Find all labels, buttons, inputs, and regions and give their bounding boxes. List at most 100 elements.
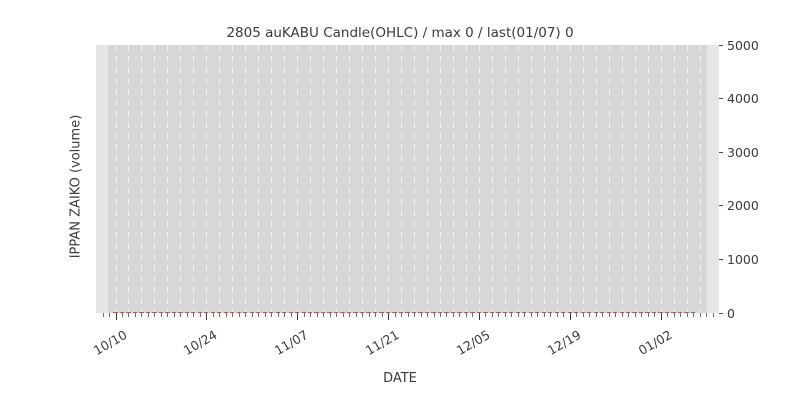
gridline: [245, 45, 247, 313]
gridline: [530, 45, 532, 313]
data-point: [243, 312, 248, 313]
x-tick-minor: [407, 313, 409, 317]
x-tick-minor: [394, 313, 396, 317]
data-point: [664, 312, 670, 313]
data-point: [236, 312, 241, 313]
gridline: [388, 45, 389, 313]
x-tick-minor: [504, 313, 506, 317]
gridline: [634, 45, 636, 313]
x-axis-title: DATE: [383, 371, 417, 386]
x-tick-minor: [712, 313, 714, 317]
gridline: [180, 45, 182, 313]
x-tick-minor: [264, 313, 266, 317]
x-axis-ticks: [96, 313, 719, 323]
x-tick-minor: [439, 313, 441, 317]
data-point: [424, 312, 430, 313]
gridline: [660, 45, 662, 313]
x-tick-minor: [459, 313, 461, 317]
x-tick-minor: [219, 313, 221, 317]
data-point: [437, 312, 443, 313]
data-point: [171, 312, 177, 313]
x-tick-minor: [634, 313, 636, 317]
gridlines: [96, 45, 719, 313]
gridline: [621, 45, 623, 313]
gridline: [686, 45, 688, 313]
x-tick-minor: [316, 313, 318, 317]
data-point: [651, 312, 657, 313]
data-point: [366, 312, 371, 313]
data-point: [230, 312, 235, 313]
x-tick-label: 11/07: [271, 327, 311, 359]
data-point: [476, 312, 482, 313]
x-tick-minor: [667, 313, 669, 317]
x-tick-minor: [446, 313, 448, 317]
data-point: [470, 312, 475, 313]
x-tick-minor: [673, 313, 675, 317]
data-point: [223, 312, 228, 313]
data-point: [587, 312, 592, 313]
data-point: [158, 312, 164, 313]
x-tick-major: [388, 313, 389, 320]
data-point: [184, 312, 190, 313]
x-tick-label: 10/24: [181, 327, 220, 359]
gridline: [608, 45, 610, 313]
data-point: [204, 312, 209, 313]
data-point: [684, 312, 689, 313]
x-tick-minor: [641, 313, 643, 317]
data-point: [548, 312, 553, 313]
x-tick-minor: [420, 313, 422, 317]
x-tick-minor: [628, 313, 630, 317]
data-point: [502, 312, 507, 313]
x-tick-minor: [498, 313, 500, 317]
gridline: [556, 45, 558, 313]
data-point: [554, 312, 559, 313]
data-point: [139, 312, 144, 313]
x-tick-minor: [427, 313, 428, 317]
x-tick-label: 11/21: [362, 327, 402, 359]
data-point: [528, 312, 533, 313]
gridline: [478, 45, 480, 313]
data-point: [463, 312, 469, 313]
gridline: [427, 45, 428, 313]
plot-right-margin-band: [707, 45, 719, 313]
data-point: [405, 312, 410, 313]
y-tick-mark: [719, 312, 723, 314]
data-point: [515, 312, 520, 313]
data-point: [217, 312, 222, 313]
data-point: [113, 312, 118, 313]
x-tick-major: [206, 313, 208, 320]
x-tick-minor: [232, 313, 234, 317]
data-point: [269, 312, 274, 313]
x-tick-minor: [310, 313, 312, 317]
x-tick-minor: [485, 313, 487, 317]
x-tick-minor: [647, 313, 649, 317]
x-tick-minor: [199, 313, 201, 317]
y-tick-mark: [719, 98, 723, 100]
x-tick-minor: [595, 313, 597, 317]
data-point: [431, 312, 436, 313]
x-tick-minor: [693, 313, 694, 317]
data-point: [132, 312, 138, 313]
gridline: [465, 45, 467, 313]
x-tick-major: [297, 313, 299, 320]
data-point: [359, 312, 365, 313]
x-tick-minor: [102, 313, 104, 317]
data-point: [288, 312, 293, 313]
x-tick-minor: [706, 313, 707, 317]
y-tick-mark: [719, 205, 723, 207]
data-point: [398, 312, 404, 313]
x-tick-label: 01/02: [635, 327, 675, 359]
x-tick-minor: [472, 313, 474, 317]
gridline: [141, 45, 143, 313]
gridline: [647, 45, 649, 313]
x-tick-minor: [122, 313, 123, 317]
x-tick-minor: [173, 313, 175, 317]
data-point: [450, 312, 456, 313]
x-tick-minor: [530, 313, 532, 317]
data-point: [606, 312, 611, 313]
gridline: [401, 45, 402, 313]
gridline: [219, 45, 221, 313]
data-point: [658, 312, 663, 313]
x-tick-minor: [336, 313, 338, 317]
x-tick-minor: [550, 313, 552, 317]
